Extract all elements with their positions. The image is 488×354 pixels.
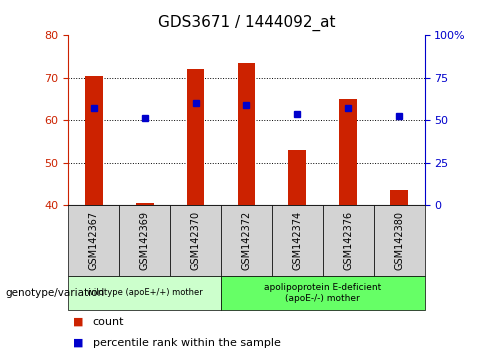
Text: GSM142374: GSM142374 <box>292 211 303 270</box>
Text: percentile rank within the sample: percentile rank within the sample <box>93 338 281 348</box>
Text: GSM142367: GSM142367 <box>89 211 99 270</box>
Bar <box>186 69 204 205</box>
Bar <box>390 190 408 205</box>
Text: GSM142369: GSM142369 <box>140 211 150 270</box>
Text: GSM142376: GSM142376 <box>343 211 353 270</box>
Text: count: count <box>93 317 124 327</box>
Text: wildtype (apoE+/+) mother: wildtype (apoE+/+) mother <box>87 289 203 297</box>
Bar <box>136 203 154 205</box>
Text: ■: ■ <box>73 317 84 327</box>
Text: GSM142372: GSM142372 <box>242 211 251 270</box>
Text: apolipoprotein E-deficient
(apoE-/-) mother: apolipoprotein E-deficient (apoE-/-) mot… <box>264 283 382 303</box>
Title: GDS3671 / 1444092_at: GDS3671 / 1444092_at <box>158 15 335 31</box>
Text: GSM142370: GSM142370 <box>190 211 201 270</box>
Bar <box>339 99 357 205</box>
Text: genotype/variation: genotype/variation <box>5 288 104 298</box>
Bar <box>288 150 306 205</box>
Bar <box>238 63 255 205</box>
Bar <box>85 76 102 205</box>
Text: ■: ■ <box>73 338 84 348</box>
Text: GSM142380: GSM142380 <box>394 211 404 270</box>
